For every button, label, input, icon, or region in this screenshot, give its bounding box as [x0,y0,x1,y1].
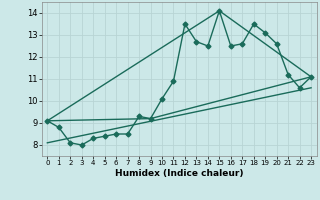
X-axis label: Humidex (Indice chaleur): Humidex (Indice chaleur) [115,169,244,178]
